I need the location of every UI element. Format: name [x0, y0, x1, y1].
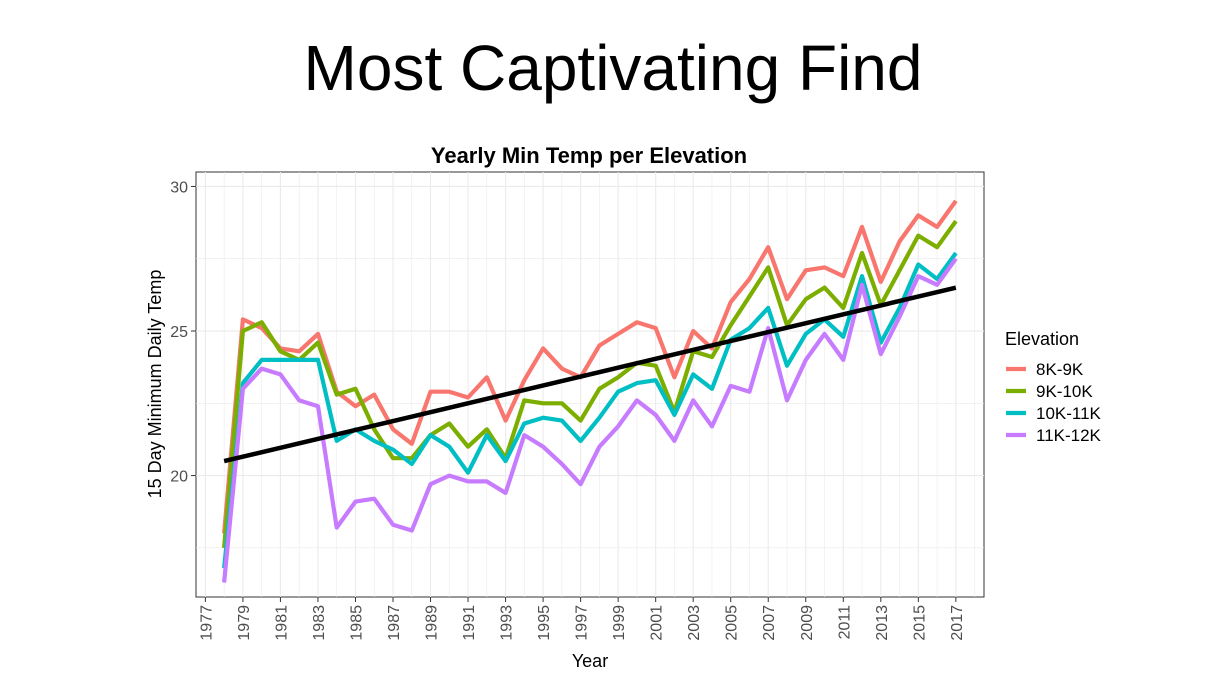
x-tick-label: 2017 [949, 605, 966, 641]
series-lines [222, 199, 958, 583]
series-line-2 [222, 251, 958, 569]
legend-label: 9K-10K [1036, 382, 1093, 401]
x-tick-label: 2003 [686, 605, 703, 641]
legend: Elevation 8K-9K 9K-10K 10K-11K 11K-12K [1005, 329, 1102, 445]
x-tick-label: 1981 [273, 605, 290, 641]
x-tick-label: 1999 [611, 605, 628, 641]
x-tick-label: 1979 [236, 605, 253, 641]
y-tick-label: 30 [170, 179, 188, 196]
x-tick-label: 1991 [461, 605, 478, 641]
x-tick-label: 1997 [574, 605, 591, 641]
grid [196, 172, 984, 597]
series-line-3 [222, 257, 958, 583]
chart-title: Yearly Min Temp per Elevation [431, 143, 747, 168]
y-tick-label: 20 [170, 469, 188, 486]
x-axis: 1977 1979 1981 1983 1985 1987 1989 1991 1993 1995… [198, 597, 966, 641]
series-line-0 [222, 199, 958, 534]
y-axis: 20 25 30 [170, 179, 196, 486]
x-tick-label: 1977 [198, 605, 215, 641]
x-tick-label: 1987 [386, 605, 403, 641]
x-tick-label: 2011 [836, 605, 853, 640]
x-axis-label: Year [572, 651, 608, 671]
y-tick-label: 25 [170, 324, 188, 341]
legend-label: 11K-12K [1036, 426, 1102, 445]
x-tick-label: 1995 [536, 605, 553, 641]
y-axis-label: 15 Day Minimum Daily Temp [145, 270, 165, 499]
x-tick-label: 1985 [349, 605, 366, 641]
series-line-1 [222, 219, 958, 549]
x-tick-label: 1993 [499, 605, 516, 641]
x-tick-label: 2005 [724, 605, 741, 641]
trend-line-group [223, 285, 957, 464]
legend-label: 10K-11K [1036, 404, 1102, 423]
x-tick-label: 2015 [911, 605, 928, 641]
x-tick-label: 2013 [874, 605, 891, 641]
x-tick-label: 1989 [424, 605, 441, 641]
x-tick-label: 1983 [311, 605, 328, 641]
x-tick-label: 2009 [799, 605, 816, 641]
legend-label: 8K-9K [1036, 360, 1084, 379]
legend-title: Elevation [1005, 329, 1079, 349]
x-tick-label: 2001 [649, 605, 666, 641]
trend-line [223, 285, 957, 464]
slide-title: Most Captivating Find [303, 32, 923, 104]
plot-panel [195, 171, 985, 598]
x-tick-label: 2007 [761, 605, 778, 641]
